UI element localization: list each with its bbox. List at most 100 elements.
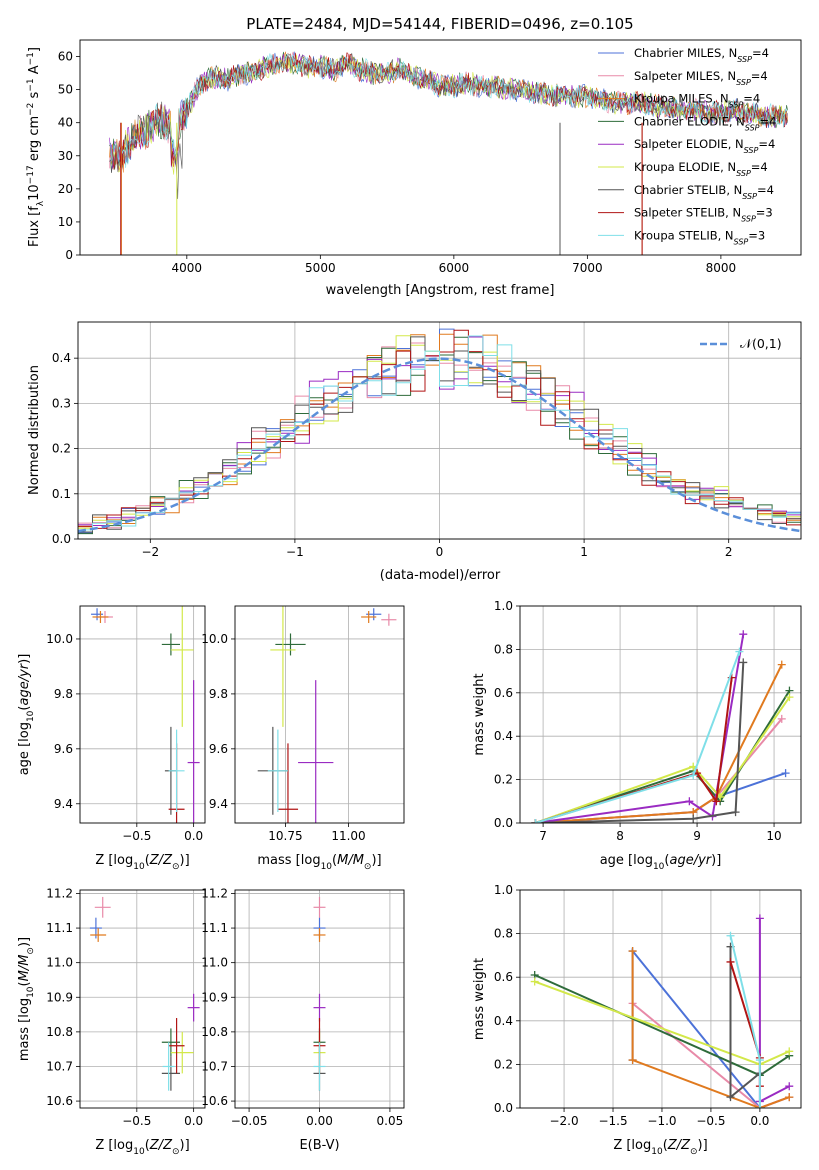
legend-entry: 𝒩(0,1)	[740, 336, 782, 351]
x-tick-label: 0.0	[184, 829, 203, 843]
legend-entry: Chabrier ELODIE, NSSP=4	[634, 114, 776, 131]
x-axis-label: E(B-V)	[299, 1138, 339, 1153]
weight-vs-age-panel: 7 8 9 10 0.0 0.2 0.4 0.6 0.8 1.0 age [log10(age/yr…	[472, 599, 802, 872]
x-tick-label: 0.00	[306, 1114, 333, 1128]
y-tick-label: 1.0	[494, 599, 513, 613]
x-axis-label: Z [log10(Z/Z⊙)]	[613, 1138, 707, 1157]
weight-line	[758, 918, 790, 1104]
weight-marker	[628, 1056, 637, 1065]
y-tick-label: 11.0	[46, 956, 73, 970]
y-tick-label: 0.6	[494, 970, 513, 984]
legend-entry: Chabrier MILES, NSSP=4	[634, 46, 769, 64]
y-tick-label: 10.8	[46, 1025, 73, 1039]
x-tick-label: −1.0	[647, 1114, 676, 1128]
x-tick-label: −2.0	[549, 1114, 578, 1128]
weight-marker	[755, 1104, 764, 1108]
weight-marker	[777, 660, 786, 669]
x-tick-label: 8000	[706, 261, 737, 275]
x-tick-label: 0.0	[184, 1114, 203, 1128]
weight-marker	[712, 797, 721, 806]
weight-marker	[755, 914, 764, 923]
y-tick-label: 0.0	[52, 532, 71, 546]
y-tick-label: 9.8	[209, 687, 228, 701]
legend-entry: Chabrier STELIB, NSSP=4	[634, 183, 774, 201]
y-tick-label: 0.2	[52, 442, 71, 456]
axes-frame	[234, 889, 405, 1109]
axes-frame	[77, 321, 802, 540]
x-tick-label: −1	[286, 545, 304, 559]
weight-marker	[726, 931, 735, 940]
x-tick-label: −0.05	[231, 1114, 268, 1128]
legend-entry: Salpeter STELIB, NSSP=3	[634, 206, 773, 224]
weight-line	[535, 696, 791, 823]
y-tick-label: 9.6	[209, 742, 228, 756]
y-tick-label: 10.7	[46, 1059, 73, 1073]
x-axis-label: (data-model)/error	[380, 568, 501, 583]
x-tick-label: 9	[693, 829, 701, 843]
y-tick-label: 9.8	[54, 687, 73, 701]
y-tick-label: 10.9	[201, 990, 228, 1004]
y-tick-label: 0.4	[494, 1014, 513, 1028]
x-axis-label: age [log10(age/yr)]	[600, 853, 722, 872]
weight-line	[535, 662, 745, 823]
weight-line	[535, 634, 745, 823]
x-tick-label: −0.5	[122, 829, 151, 843]
y-tick-label: 1.0	[494, 883, 513, 897]
y-tick-label: 0.0	[494, 816, 513, 830]
figure-title: PLATE=2484, MJD=54144, FIBERID=0496, z=0…	[246, 15, 633, 33]
y-tick-label: 0.8	[494, 927, 513, 941]
weight-line	[535, 664, 783, 823]
age-vs-z-panel: −0.5 0.0 9.4 9.6 9.8 10.0 Z [log10(Z/Z⊙)] age […	[17, 605, 206, 872]
x-tick-label: 6000	[439, 261, 470, 275]
x-axis-label: wavelength [Angstrom, rest frame]	[326, 283, 555, 298]
weight-marker	[530, 977, 539, 986]
weight-marker	[785, 693, 794, 702]
y-tick-label: 10.0	[201, 632, 228, 646]
y-tick-label: 0.4	[52, 351, 71, 365]
x-axis-label: Z [log10(Z/Z⊙)]	[95, 853, 189, 872]
weight-marker	[735, 647, 744, 656]
x-tick-label: 5000	[305, 261, 336, 275]
weight-marker	[785, 1082, 794, 1091]
spectrum-panel: 4000 5000 6000 7000 8000 0 10 20 30 40 50 60 wavelen…	[26, 39, 802, 298]
y-tick-label: 0.2	[494, 1057, 513, 1071]
y-tick-label: 0.4	[494, 729, 513, 743]
normal-curve	[78, 357, 801, 533]
axes-frame	[234, 605, 405, 824]
weight-line	[535, 718, 783, 823]
spectrum-line	[110, 53, 788, 168]
y-tick-label: 9.4	[54, 797, 73, 811]
weight-marker	[739, 630, 748, 639]
x-tick-label: −1.5	[598, 1114, 627, 1128]
weight-marker	[781, 769, 790, 778]
y-tick-label: 10.9	[46, 990, 73, 1004]
y-axis-label: mass weight	[472, 958, 487, 1040]
weight-line	[729, 935, 761, 1108]
y-tick-label: 9.4	[209, 797, 228, 811]
y-tick-label: 11.1	[201, 921, 228, 935]
weight-marker	[685, 797, 694, 806]
weight-line	[729, 961, 761, 1087]
x-tick-label: 0.0	[750, 1114, 769, 1128]
weight-marker	[689, 814, 698, 823]
x-axis-label: Z [log10(Z/Z⊙)]	[95, 1138, 189, 1157]
y-tick-label: 60	[58, 50, 73, 64]
y-axis-label: mass weight	[472, 673, 487, 755]
x-axis-label: mass [log10(M/M⊙)]	[257, 853, 381, 872]
residuals-panel: −2 −1 0 1 2 0.0 0.1 0.2 0.3 0.4 (data-model)/error…	[27, 321, 802, 583]
age-vs-mass-panel: 10.75 11.00 9.4 9.6 9.8 10.0 mass [log10(M/M⊙)…	[201, 605, 405, 872]
x-tick-label: 4000	[172, 261, 203, 275]
y-tick-label: 11.1	[46, 921, 73, 935]
y-tick-label: 11.0	[201, 956, 228, 970]
y-axis-label: age [log10(age/yr)]	[17, 654, 36, 776]
axes-frame	[519, 605, 802, 824]
mass-vs-z-panel: −0.5 0.0 10.6 10.7 10.8 10.9 11.0 11.1 11.2 Z [lo…	[17, 886, 206, 1157]
legend-entry: Kroupa ELODIE, NSSP=4	[634, 160, 768, 178]
y-axis-label: Flux [fλ10−17 erg cm−2 s−1 A−1]	[26, 47, 46, 247]
x-tick-label: 7	[539, 829, 547, 843]
weight-marker	[785, 1047, 794, 1056]
weight-marker	[785, 1093, 794, 1102]
weight-line	[631, 951, 790, 1108]
y-tick-label: 20	[58, 182, 73, 196]
y-tick-label: 10.6	[46, 1094, 73, 1108]
